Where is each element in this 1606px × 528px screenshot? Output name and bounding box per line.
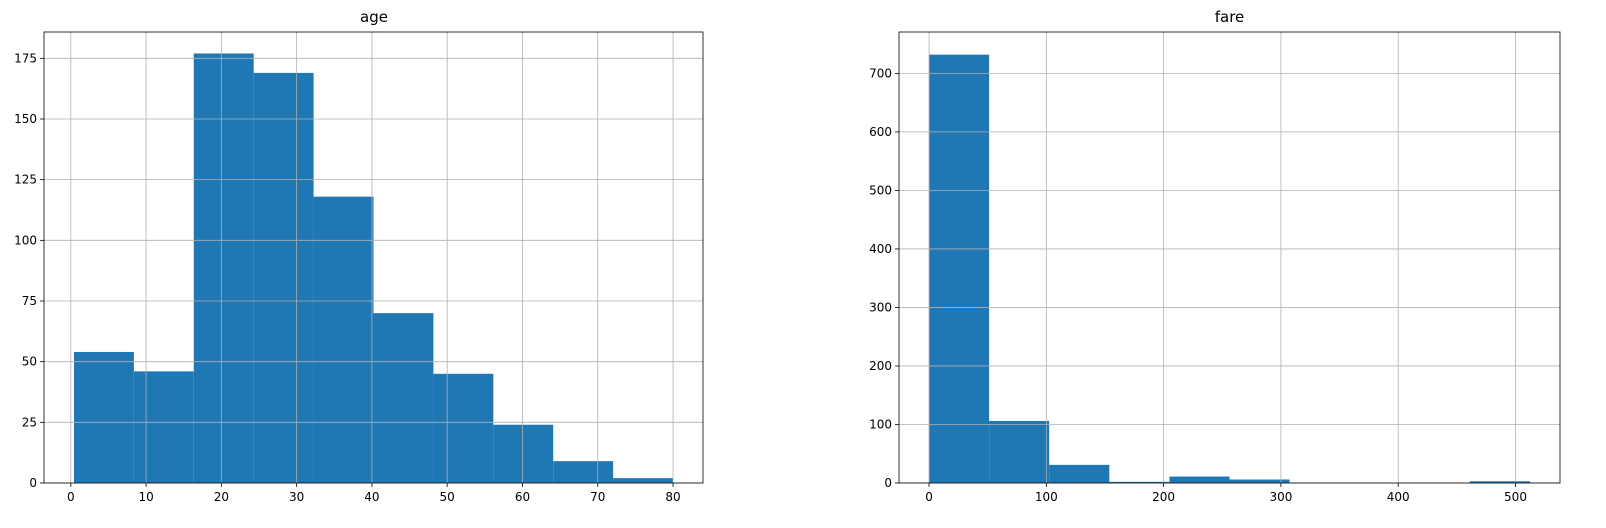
fare-y-tick-label: 400 [869,242,892,256]
fare-y-tick-label: 600 [869,125,892,139]
age-bar [253,72,314,483]
age-x-tick-label: 60 [515,490,530,504]
age-y-tick-label: 25 [22,415,37,429]
fare-x-tick-label: 500 [1504,490,1527,504]
fare-bar [929,54,990,484]
fare-y-tick-label: 0 [884,476,892,490]
fare-y-tick-label: 700 [869,66,892,80]
age-y-tick-label: 150 [14,112,37,126]
age-x-tick-label: 0 [67,490,75,504]
fare-bar [1169,476,1230,483]
fare-x-tick-label: 200 [1152,490,1175,504]
age-x-tick-label: 40 [364,490,379,504]
fare-bar [1469,481,1530,483]
age-bar [133,371,194,483]
fare-histogram-title: fare [1215,8,1245,26]
fare-y-tick-label: 500 [869,183,892,197]
age-y-tick-label: 0 [29,476,37,490]
age-y-tick-label: 175 [14,51,37,65]
age-x-tick-label: 50 [440,490,455,504]
fare-x-tick-label: 100 [1035,490,1058,504]
age-bar [193,53,254,483]
age-bar [493,424,554,483]
fare-x-tick-label: 0 [925,490,933,504]
age-bar [313,196,374,483]
age-y-tick-label: 75 [22,294,37,308]
age-bar [373,313,434,483]
fare-x-tick-label: 400 [1387,490,1410,504]
fare-axes-frame [898,31,1561,484]
age-x-tick-label: 70 [590,490,605,504]
age-gridlines [44,32,703,484]
age-bar [73,351,134,483]
age-x-tick-label: 80 [665,490,680,504]
fare-y-tick-label: 200 [869,359,892,373]
fare-bar [989,420,1050,483]
age-x-tick-label: 20 [214,490,229,504]
age-bars [73,53,674,483]
age-x-tick-label: 30 [289,490,304,504]
age-y-tick-label: 125 [14,173,37,187]
age-bar [433,373,494,483]
fare-histogram-panel: fare 0 100 200 300 400 500 0 100 200 300 400 500 600… [869,8,1561,504]
fare-x-tick-label: 300 [1269,490,1292,504]
age-histogram-title: age [360,8,388,26]
fare-y-tick-label: 100 [869,417,892,431]
age-histogram-panel: age 0 10 20 30 40 50 60 70 80 0 25 50 75 100 125 150 175 [14,8,704,504]
fare-bar [1049,464,1110,483]
age-bar [553,461,614,483]
fare-bar [1109,481,1170,483]
fare-bars [929,54,1530,484]
age-y-tick-label: 100 [14,233,37,247]
age-y-tick-label: 50 [22,355,37,369]
fare-bar [1229,479,1290,483]
fare-y-tick-label: 300 [869,300,892,314]
age-bar [613,478,674,483]
age-axes-frame [43,31,704,484]
age-x-tick-label: 10 [138,490,153,504]
